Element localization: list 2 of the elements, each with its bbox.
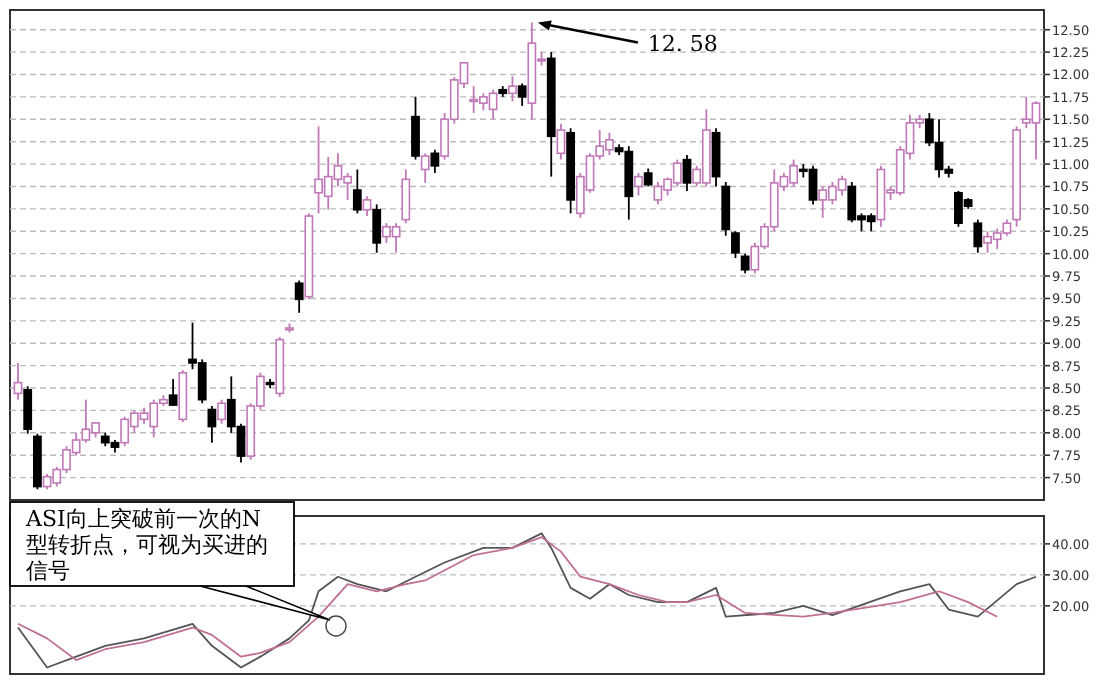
annotation: ASI向上突破前一次的N型转折点，可视为买进的信号: [24, 506, 268, 584]
annotation: 12. 58: [647, 30, 718, 57]
